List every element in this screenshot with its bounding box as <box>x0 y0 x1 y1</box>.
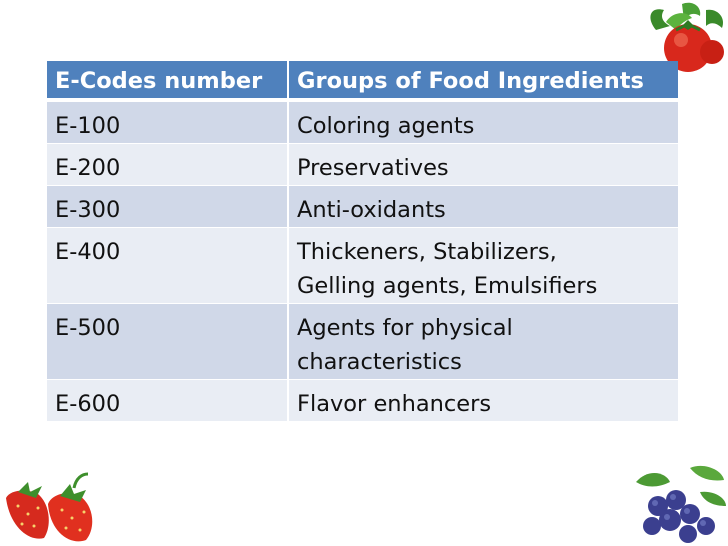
group-text: Anti-oxidants <box>297 197 446 223</box>
tomato-icon <box>650 2 724 72</box>
table-row: E-600 Flavor enhancers <box>47 379 678 421</box>
group-cell: Agents for physical characteristics <box>289 303 678 379</box>
table-row: E-400 Thickeners, Stabilizers, Gelling a… <box>47 227 678 303</box>
table-row: E-200 Preservatives <box>47 143 678 185</box>
group-text: Coloring agents <box>297 113 475 139</box>
code-cell: E-100 <box>47 101 289 143</box>
group-cell: Flavor enhancers <box>289 379 678 421</box>
group-text: Flavor enhancers <box>297 391 492 417</box>
table-header-row: E-Codes number Groups of Food Ingredient… <box>47 61 678 101</box>
code-cell: E-200 <box>47 143 289 185</box>
table-row: E-300 Anti-oxidants <box>47 185 678 227</box>
code-cell: E-300 <box>47 185 289 227</box>
group-cell: Coloring agents <box>289 101 678 143</box>
group-text: Preservatives <box>297 155 449 181</box>
group-cell: Anti-oxidants <box>289 185 678 227</box>
blueberry-icon <box>636 465 726 543</box>
group-cell: Thickeners, Stabilizers, Gelling agents,… <box>289 227 678 303</box>
group-cell: Preservatives <box>289 143 678 185</box>
code-cell: E-500 <box>47 303 289 379</box>
column-header-group: Groups of Food Ingredients <box>289 61 678 101</box>
column-header-code: E-Codes number <box>47 61 289 101</box>
table-row: E-100 Coloring agents <box>47 101 678 143</box>
strawberry-icon <box>6 472 93 542</box>
group-text-line-2: characteristics <box>297 349 462 375</box>
group-text-line-1: Thickeners, Stabilizers, <box>297 239 557 265</box>
code-cell: E-600 <box>47 379 289 421</box>
group-text-line-2: Gelling agents, Emulsifiers <box>297 273 598 299</box>
e-codes-table: E-Codes number Groups of Food Ingredient… <box>47 61 678 421</box>
code-cell: E-400 <box>47 227 289 303</box>
group-text-line-1: Agents for physical <box>297 315 513 341</box>
table-row: E-500 Agents for physical characteristic… <box>47 303 678 379</box>
